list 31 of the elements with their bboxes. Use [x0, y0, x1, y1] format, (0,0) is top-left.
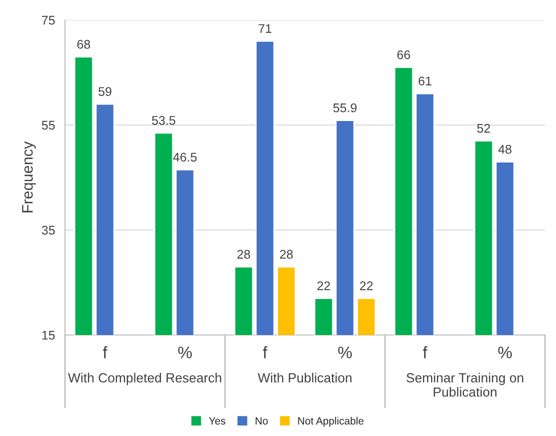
text: With Publication — [258, 372, 352, 382]
data-label: 61 — [418, 76, 432, 86]
data-label: 22 — [317, 281, 330, 290]
x-tick-label: f — [102, 346, 108, 358]
text: With Completed Research — [68, 372, 222, 386]
x-tick-label: f — [262, 346, 268, 358]
x-tick-label: % — [498, 346, 512, 358]
data-label: 55.9 — [333, 103, 357, 112]
legend-label: No — [256, 417, 268, 425]
legend-label: Not Applicable — [298, 416, 364, 427]
y-axis-title: Frequency — [22, 141, 36, 212]
y-tick-label: 55 — [42, 120, 55, 130]
data-label: 52 — [477, 124, 490, 133]
data-label: 28 — [280, 250, 293, 259]
y-tick-label: 75 — [42, 16, 55, 25]
y-tick-label: 35 — [42, 226, 55, 235]
text: Seminar Training on Publication — [406, 372, 524, 397]
data-label: 28 — [237, 250, 250, 259]
data-label: 59 — [98, 87, 112, 96]
x-tick-label: % — [178, 346, 192, 358]
y-tick-label: 15 — [42, 330, 55, 340]
legend-label: Yes — [208, 417, 226, 425]
x-tick-label: f — [422, 346, 428, 358]
data-label: 46.5 — [173, 152, 197, 162]
data-label: 68 — [77, 40, 90, 49]
data-label: 53.5 — [152, 116, 176, 125]
data-label: 71 — [258, 24, 272, 33]
data-label: 66 — [397, 50, 410, 60]
data-label: 48 — [498, 144, 512, 154]
x-tick-label: % — [338, 346, 352, 358]
data-label: 22 — [360, 281, 373, 290]
